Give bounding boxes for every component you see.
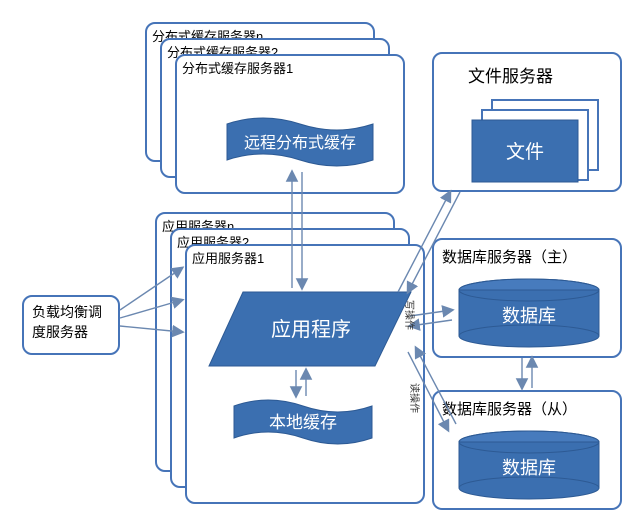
local-cache-shape: 本地缓存: [232, 394, 374, 450]
db-master-title: 数据库服务器（主）: [442, 246, 577, 267]
file-server-title: 文件服务器: [468, 62, 553, 87]
app-server-label-1: 应用服务器1: [192, 248, 264, 267]
file-stack-shape: 文件: [468, 96, 608, 186]
db-slave-text: 数据库: [502, 458, 556, 478]
cache-server-label-1: 分布式缓存服务器1: [182, 58, 293, 77]
file-stack-text: 文件: [506, 141, 544, 163]
app-program-text: 应用程序: [271, 318, 351, 341]
load-balancer-label: 负载均衡调度服务器: [32, 304, 102, 340]
app-server-box-1: [185, 244, 425, 504]
db-master-text: 数据库: [502, 306, 556, 326]
load-balancer-box: 负载均衡调度服务器: [22, 295, 120, 355]
db-slave-cylinder: 数据库: [456, 430, 602, 502]
local-cache-text: 本地缓存: [269, 413, 337, 432]
remote-cache-shape: 远程分布式缓存: [225, 112, 375, 172]
app-program-shape: 应用程序: [205, 288, 415, 370]
db-slave-title: 数据库服务器（从）: [442, 398, 577, 419]
db-master-cylinder: 数据库: [456, 278, 602, 350]
remote-cache-text: 远程分布式缓存: [244, 134, 356, 152]
